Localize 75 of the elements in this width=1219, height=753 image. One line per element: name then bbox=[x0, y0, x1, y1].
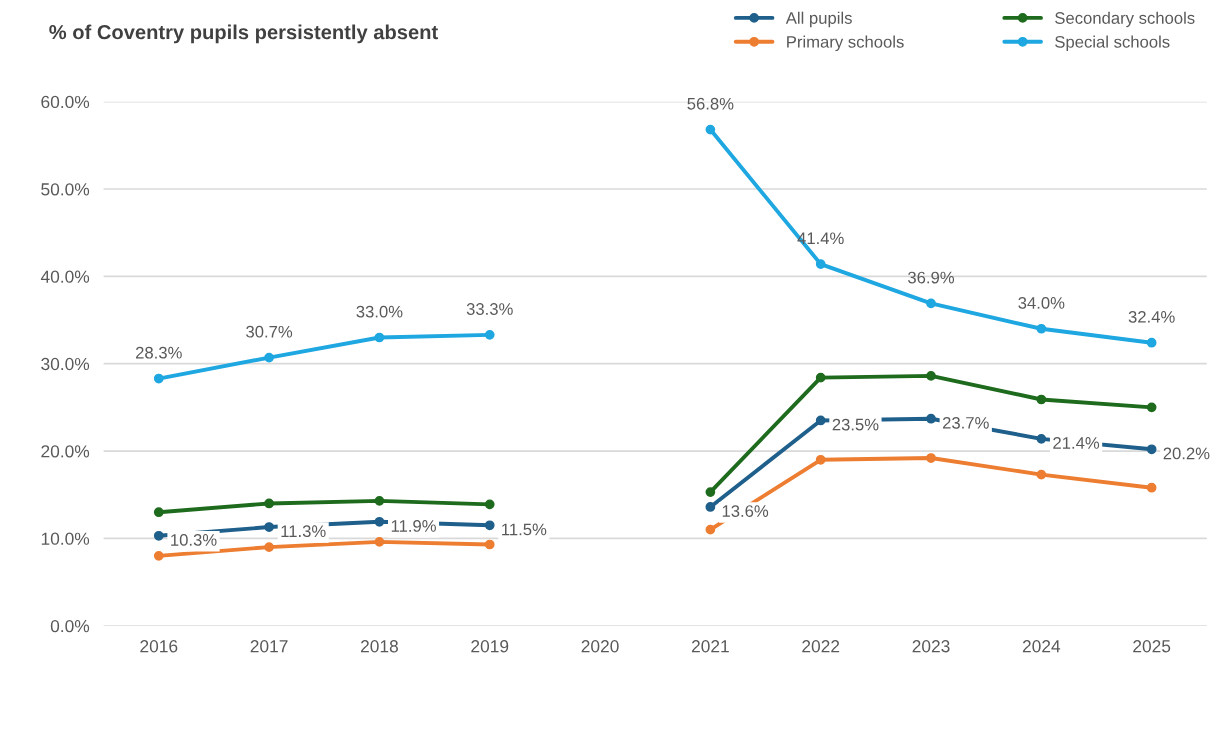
data-label: 20.2% bbox=[1163, 447, 1210, 460]
legend-label: Primary schools bbox=[787, 35, 904, 52]
x-tick-label: 2016 bbox=[140, 640, 178, 653]
x-tick-label: 2020 bbox=[581, 640, 619, 653]
point bbox=[484, 499, 495, 510]
data-label: 23.7% bbox=[942, 416, 989, 429]
y-tick-label: 60.0% bbox=[41, 95, 90, 109]
point bbox=[374, 495, 385, 506]
data-label: 56.8% bbox=[687, 97, 734, 110]
x-tick-label: 2024 bbox=[1022, 640, 1061, 653]
point bbox=[1036, 469, 1047, 480]
point bbox=[484, 520, 495, 531]
data-label: 11.5% bbox=[502, 523, 547, 536]
point bbox=[264, 498, 274, 509]
point bbox=[1036, 394, 1047, 405]
y-tick-label: 40.0% bbox=[40, 270, 90, 283]
data-label: 36.9% bbox=[908, 271, 955, 284]
legend-label: All pupils bbox=[785, 11, 852, 28]
data-label: 30.7% bbox=[246, 325, 293, 338]
data-label: 21.4% bbox=[1053, 437, 1100, 449]
x-tick-label: 2017 bbox=[250, 640, 288, 653]
y-tick-label: 10.0% bbox=[41, 532, 90, 545]
point bbox=[1146, 402, 1157, 413]
y-tick-label: 30.0% bbox=[41, 357, 90, 371]
data-label: 13.6% bbox=[722, 505, 769, 517]
point bbox=[705, 487, 716, 497]
x-tick-label: 2023 bbox=[912, 640, 950, 653]
point bbox=[374, 516, 385, 527]
chart-title: % of Coventry pupils persistently absent bbox=[49, 24, 438, 44]
point bbox=[153, 373, 164, 384]
data-label: 11.3% bbox=[281, 525, 326, 538]
point bbox=[705, 524, 716, 535]
point bbox=[1146, 482, 1157, 493]
legend-label: Special schools bbox=[1055, 35, 1170, 52]
point bbox=[374, 537, 385, 547]
point bbox=[153, 507, 164, 518]
legend-label: Secondary schools bbox=[1055, 11, 1195, 28]
data-label: 10.3% bbox=[171, 534, 217, 546]
point bbox=[484, 539, 495, 550]
point bbox=[815, 415, 826, 426]
point bbox=[815, 259, 826, 269]
y-tick-label: 20.0% bbox=[41, 445, 90, 458]
point bbox=[264, 542, 274, 552]
data-label: 34.0% bbox=[1018, 297, 1065, 309]
y-tick-label: 0.0% bbox=[50, 619, 90, 633]
point bbox=[153, 551, 164, 561]
point bbox=[374, 332, 385, 343]
data-label: 23.5% bbox=[832, 418, 879, 431]
point bbox=[1036, 323, 1047, 334]
point bbox=[926, 413, 936, 424]
x-tick-label: 2021 bbox=[691, 640, 729, 653]
point bbox=[926, 453, 936, 463]
point bbox=[926, 298, 936, 309]
point bbox=[705, 502, 716, 512]
y-tick-label: 50.0% bbox=[41, 183, 90, 196]
point bbox=[264, 352, 274, 363]
point bbox=[815, 454, 826, 465]
point bbox=[484, 330, 495, 340]
data-label: 32.4% bbox=[1128, 310, 1175, 323]
x-tick-label: 2018 bbox=[360, 640, 398, 653]
point bbox=[815, 372, 826, 383]
x-tick-label: 2019 bbox=[471, 640, 509, 653]
x-tick-label: 2022 bbox=[802, 640, 840, 653]
x-tick-label: 2025 bbox=[1133, 640, 1171, 653]
point bbox=[1036, 433, 1047, 444]
data-label: 28.3% bbox=[135, 346, 182, 359]
point bbox=[264, 522, 274, 532]
point bbox=[1146, 444, 1157, 455]
point bbox=[705, 124, 716, 135]
data-label: 33.3% bbox=[466, 303, 513, 315]
data-label: 11.9% bbox=[391, 520, 436, 532]
point bbox=[926, 371, 936, 381]
point bbox=[1146, 337, 1157, 348]
point bbox=[153, 530, 164, 541]
data-label: 33.0% bbox=[356, 305, 403, 318]
